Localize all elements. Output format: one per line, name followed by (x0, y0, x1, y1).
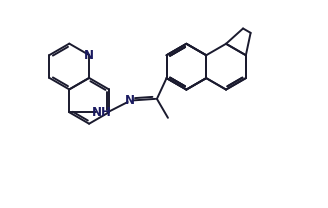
Text: NH: NH (92, 106, 112, 119)
Text: N: N (84, 48, 94, 62)
Text: N: N (125, 94, 135, 107)
